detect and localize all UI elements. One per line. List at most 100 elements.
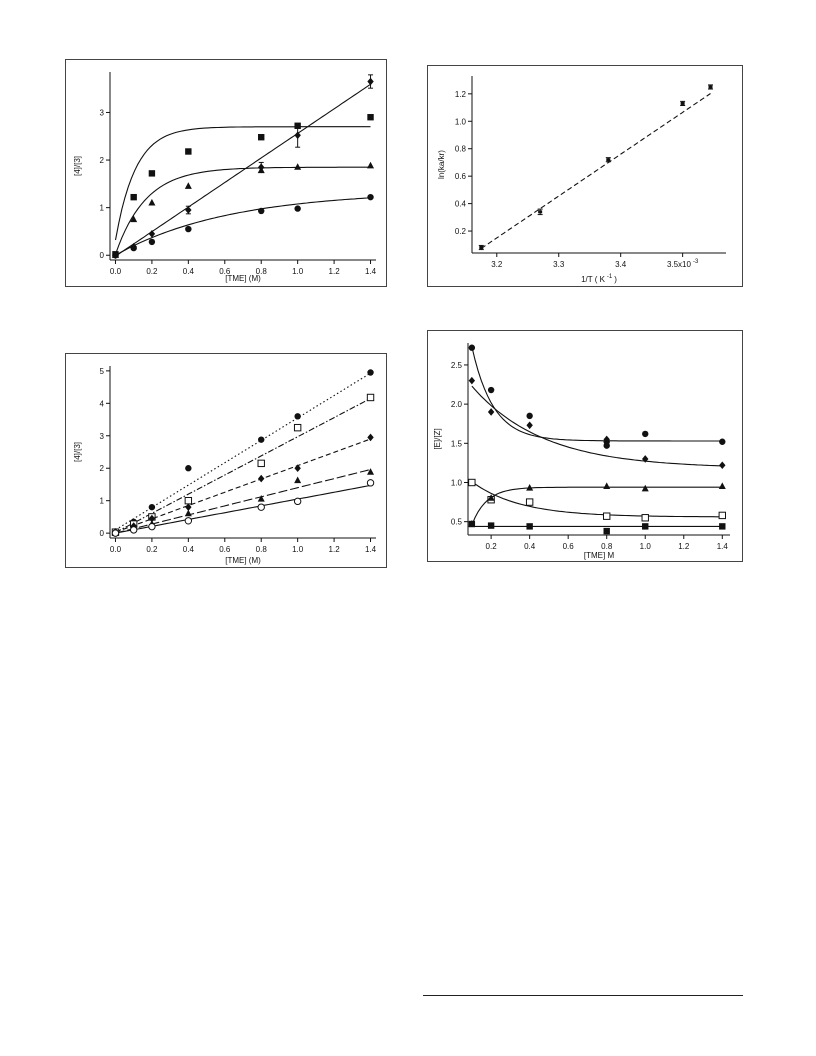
y-tick-label: 0.2 xyxy=(455,227,467,236)
y-tick-label: 2 xyxy=(100,156,105,165)
fit-line xyxy=(115,438,371,533)
chart-svg: 0.0 0.2 0.4 0.6 0.8 1.0 1.2 1.4 0 1 2 3 4 5 [TME] (M) [… xyxy=(73,366,377,565)
data-point xyxy=(257,459,265,468)
data-point xyxy=(468,344,476,351)
y-tick-label: 2 xyxy=(100,464,105,473)
data-point xyxy=(148,170,156,177)
y-tick-label: 1.5 xyxy=(451,439,463,448)
data-point xyxy=(129,526,138,534)
data-point xyxy=(641,484,649,492)
x-tick-label: 3.5x10 -3 xyxy=(667,259,699,269)
data-point xyxy=(719,438,726,445)
x-tick-label: 0.0 xyxy=(110,545,122,554)
x-tick-label: 0.6 xyxy=(563,542,575,551)
data-point xyxy=(487,408,495,416)
x-tick-label: 0.8 xyxy=(601,542,613,551)
data-point xyxy=(112,251,119,260)
data-point xyxy=(258,163,265,171)
data-series xyxy=(468,520,726,535)
data-point xyxy=(468,520,476,528)
x-tick-label: 0.4 xyxy=(524,542,536,551)
data-point xyxy=(258,436,265,443)
data-point xyxy=(526,483,534,491)
x-axis-label-exponent: -1 xyxy=(607,274,613,280)
x-tick-label: 0.4 xyxy=(183,545,195,554)
fit-line xyxy=(480,93,711,249)
chart-panel-b: 3.2 3.3 3.4 3.5x10 -3 0.2 0.4 0.6 0.8 1.0 1.2 1/T (… xyxy=(427,65,743,287)
data-point xyxy=(294,476,302,484)
x-tick-label: 1.2 xyxy=(329,267,341,276)
data-point xyxy=(367,433,374,442)
data-point xyxy=(719,523,726,530)
data-point xyxy=(185,148,192,155)
data-point xyxy=(294,131,301,140)
x-tick-label: 1.2 xyxy=(678,542,690,551)
data-point xyxy=(258,134,265,141)
data-point xyxy=(184,509,192,517)
data-point xyxy=(603,482,611,490)
y-axis-label: [4]/[3] xyxy=(73,442,82,462)
data-point xyxy=(367,77,374,86)
data-point xyxy=(367,114,374,121)
x-axis-label-text: [TME] M xyxy=(584,551,615,560)
data-point xyxy=(185,503,192,511)
fit-line xyxy=(471,486,723,526)
data-series xyxy=(112,74,374,260)
fit-line xyxy=(115,372,371,531)
data-point xyxy=(366,479,375,487)
x-tick-exponent: -3 xyxy=(693,259,699,265)
data-point xyxy=(111,529,120,537)
x-axis-label-close: ) xyxy=(614,275,617,284)
chart-panel-d: 0.2 0.4 0.6 0.8 1.0 1.2 1.4 0.5 1.0 1.5 2.0 2.5 [TME… xyxy=(427,330,743,562)
x-tick-label: 0.2 xyxy=(146,545,158,554)
data-point xyxy=(184,496,193,505)
data-point xyxy=(468,376,476,385)
data-series xyxy=(478,84,714,251)
data-point xyxy=(294,413,301,420)
y-tick-label: 1 xyxy=(100,204,105,213)
data-point xyxy=(718,511,726,520)
data-point xyxy=(130,242,137,251)
fit-line xyxy=(115,484,371,534)
data-point xyxy=(185,225,192,233)
y-tick-label: 1.0 xyxy=(455,117,467,126)
y-tick-label: 0.5 xyxy=(451,518,463,527)
x-tick-label: 1.2 xyxy=(329,545,341,554)
data-point xyxy=(257,495,265,502)
fit-line xyxy=(115,468,371,534)
x-tick-label: 1.4 xyxy=(365,545,377,554)
x-tick-label: 0.2 xyxy=(486,542,498,551)
chart-svg: 3.2 3.3 3.4 3.5x10 -3 0.2 0.4 0.6 0.8 1.0 1.2 1/T (… xyxy=(437,76,726,284)
y-tick-label: 2.5 xyxy=(451,361,463,370)
x-tick-label: 1.0 xyxy=(292,267,304,276)
data-point xyxy=(680,101,685,105)
x-tick-label: 3.3 xyxy=(553,260,565,269)
y-tick-label: 1.2 xyxy=(455,90,467,99)
y-tick-label: 1.0 xyxy=(451,478,463,487)
data-point xyxy=(258,207,265,215)
data-point xyxy=(130,215,138,223)
x-tick-label: 0.6 xyxy=(219,267,231,276)
data-point xyxy=(367,161,375,169)
data-point xyxy=(294,163,302,170)
data-point xyxy=(487,386,495,394)
footer-rule xyxy=(423,995,743,996)
y-tick-label: 2.0 xyxy=(451,400,463,409)
data-point xyxy=(293,497,302,506)
data-point xyxy=(603,512,611,520)
y-axis-label: ln(ka/kr) xyxy=(437,150,446,179)
data-point xyxy=(538,210,543,214)
x-tick-label: 0.6 xyxy=(219,545,231,554)
data-point xyxy=(525,498,534,506)
data-point xyxy=(185,206,192,214)
data-point xyxy=(606,158,611,162)
data-point xyxy=(487,494,495,501)
fit-line xyxy=(114,126,371,241)
x-axis-label: 1/T ( K -1) xyxy=(581,274,617,284)
data-series xyxy=(111,393,375,536)
data-point xyxy=(487,522,495,529)
data-point xyxy=(367,369,374,376)
data-point xyxy=(603,527,610,535)
chart-panel-a: 0.0 0.2 0.4 0.6 0.8 1.0 1.2 1.4 0 1 2 3 [TME] (M) [4]… xyxy=(65,59,387,287)
data-series xyxy=(468,478,726,522)
